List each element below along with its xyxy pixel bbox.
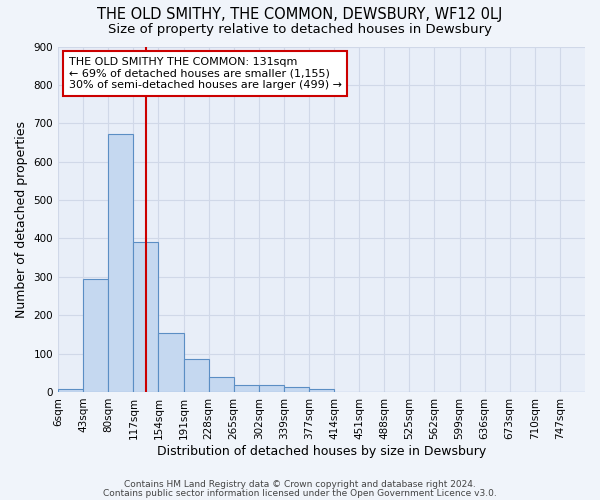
Bar <box>233 385 259 392</box>
Text: THE OLD SMITHY, THE COMMON, DEWSBURY, WF12 0LJ: THE OLD SMITHY, THE COMMON, DEWSBURY, WF… <box>97 8 503 22</box>
Text: THE OLD SMITHY THE COMMON: 131sqm
← 69% of detached houses are smaller (1,155)
3: THE OLD SMITHY THE COMMON: 131sqm ← 69% … <box>68 57 341 90</box>
Text: Contains public sector information licensed under the Open Government Licence v3: Contains public sector information licen… <box>103 489 497 498</box>
X-axis label: Distribution of detached houses by size in Dewsbury: Distribution of detached houses by size … <box>157 444 486 458</box>
Bar <box>83 280 108 392</box>
Bar <box>133 242 158 392</box>
Text: Contains HM Land Registry data © Crown copyright and database right 2024.: Contains HM Land Registry data © Crown c… <box>124 480 476 489</box>
Bar <box>158 333 184 392</box>
Bar <box>309 389 334 392</box>
Y-axis label: Number of detached properties: Number of detached properties <box>15 120 28 318</box>
Bar <box>259 385 284 392</box>
Bar <box>58 389 83 392</box>
Bar <box>209 378 233 392</box>
Bar <box>108 134 133 392</box>
Text: Size of property relative to detached houses in Dewsbury: Size of property relative to detached ho… <box>108 22 492 36</box>
Bar <box>184 360 209 392</box>
Bar <box>284 388 309 392</box>
